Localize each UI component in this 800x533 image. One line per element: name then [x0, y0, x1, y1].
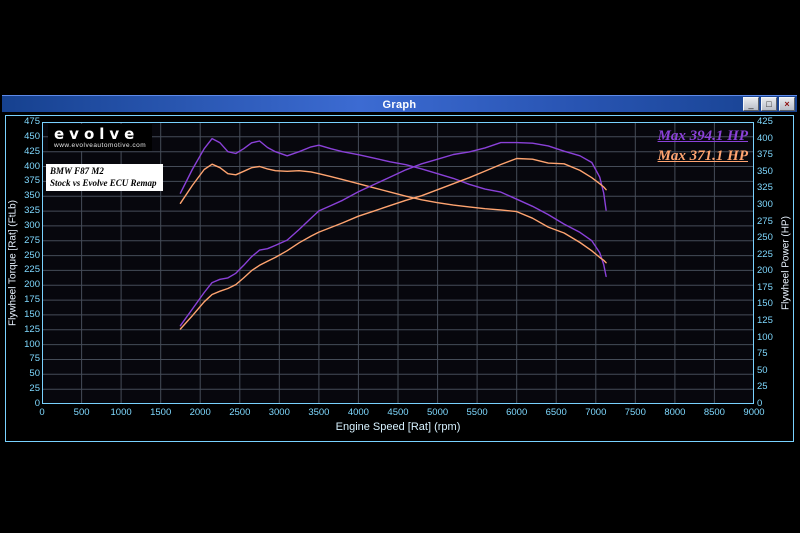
right-tick-label: 375: [757, 149, 773, 161]
x-tick-label: 2000: [189, 407, 211, 418]
legend: Max 394.1 HP Max 371.1 HP: [658, 126, 748, 167]
left-tick-label: 175: [24, 294, 40, 306]
x-tick-label: 5000: [427, 407, 449, 418]
x-tick-label: 0: [39, 407, 45, 418]
legend-max-hp-stock: Max 371.1 HP: [657, 148, 748, 165]
annotation-box: BMW F87 M2 Stock vs Evolve ECU Remap: [46, 164, 163, 192]
right-axis-ticks: 0 25 50 75 100 125 150 175 200 225 250 275 300 325 350…: [757, 116, 781, 441]
right-tick-label: 225: [757, 248, 773, 260]
right-tick-label: 50: [757, 364, 768, 376]
x-tick-label: 6500: [545, 407, 567, 418]
left-tick-label: 275: [24, 234, 40, 246]
x-tick-label: 500: [73, 407, 90, 418]
left-tick-label: 325: [24, 205, 40, 217]
x-tick-label: 3000: [268, 407, 290, 418]
right-tick-label: 275: [757, 215, 773, 227]
left-tick-label: 50: [29, 368, 40, 380]
left-tick-label: 225: [24, 264, 40, 276]
x-tick-label: 7500: [624, 407, 646, 418]
window-titlebar[interactable]: Graph _ □ ×: [2, 95, 797, 113]
window-controls: _ □ ×: [743, 97, 795, 111]
right-tick-label: 75: [757, 348, 768, 360]
close-button[interactable]: ×: [779, 97, 795, 111]
left-tick-label: 200: [24, 279, 40, 291]
evolve-logo: evolve www.evolveautomotive.com: [48, 124, 153, 151]
annotation-line2: Stock vs Evolve ECU Remap: [50, 177, 157, 188]
right-tick-label: 425: [757, 116, 773, 127]
x-tick-label: 9000: [743, 407, 765, 418]
x-tick-label: 4000: [347, 407, 369, 418]
graph-window: Graph _ □ × Flywheel Torque [Rat] (FtLb)…: [2, 95, 797, 445]
left-tick-label: 25: [29, 383, 40, 395]
x-tick-label: 5500: [466, 407, 488, 418]
x-tick-label: 6000: [506, 407, 528, 418]
left-tick-label: 250: [24, 249, 40, 261]
left-tick-label: 350: [24, 190, 40, 202]
left-tick-label: 375: [24, 175, 40, 187]
right-tick-label: 150: [757, 298, 773, 310]
x-tick-label: 1000: [110, 407, 132, 418]
left-tick-label: 150: [24, 308, 40, 320]
right-axis-title: Flywheel Power (HP): [780, 216, 792, 310]
annotation-line1: BMW F87 M2: [50, 166, 104, 176]
left-tick-label: 100: [24, 338, 40, 350]
right-tick-label: 200: [757, 265, 773, 277]
x-tick-label: 4500: [387, 407, 409, 418]
x-axis-title: Engine Speed [Rat] (rpm): [335, 421, 461, 433]
right-tick-label: 325: [757, 182, 773, 194]
right-tick-label: 25: [757, 381, 768, 393]
legend-max-hp-remap: Max 394.1 HP: [657, 128, 748, 144]
logo-text: evolve: [54, 125, 140, 143]
left-tick-label: 425: [24, 145, 40, 157]
x-tick-label: 3500: [308, 407, 330, 418]
right-tick-label: 400: [757, 132, 773, 144]
x-tick-label: 1500: [150, 407, 172, 418]
maximize-button[interactable]: □: [761, 97, 777, 111]
left-tick-label: 400: [24, 160, 40, 172]
window-title: Graph: [382, 98, 417, 111]
left-tick-label: 125: [24, 323, 40, 335]
left-axis-ticks: 0 25 50 75 100 125 150 175 200 225 250 275 300 325 350…: [16, 116, 40, 441]
right-tick-label: 250: [757, 232, 773, 244]
left-tick-label: 300: [24, 219, 40, 231]
plot-area[interactable]: evolve www.evolveautomotive.com BMW F87 …: [42, 122, 754, 404]
x-tick-label: 8000: [664, 407, 686, 418]
x-tick-label: 7000: [585, 407, 607, 418]
left-tick-label: 450: [24, 130, 40, 142]
left-tick-label: 475: [24, 116, 40, 127]
x-tick-label: 8500: [703, 407, 725, 418]
right-tick-label: 350: [757, 165, 773, 177]
logo-url: www.evolveautomotive.com: [54, 142, 147, 149]
graph-panel: Flywheel Torque [Rat] (FtLb) Flywheel Po…: [5, 115, 794, 442]
right-tick-label: 0: [757, 398, 763, 409]
right-tick-label: 100: [757, 331, 773, 343]
right-tick-label: 125: [757, 315, 773, 327]
minimize-button[interactable]: _: [743, 97, 759, 111]
right-tick-label: 175: [757, 281, 773, 293]
x-tick-label: 2500: [229, 407, 251, 418]
x-axis-ticks: 0 500 1000 1500 2000 2500 3000 3500 4000 4500 5000…: [39, 407, 764, 419]
right-tick-label: 300: [757, 198, 773, 210]
left-tick-label: 0: [34, 398, 40, 409]
left-tick-label: 75: [29, 353, 40, 365]
graph-client-area: Flywheel Torque [Rat] (FtLb) Flywheel Po…: [2, 112, 797, 445]
